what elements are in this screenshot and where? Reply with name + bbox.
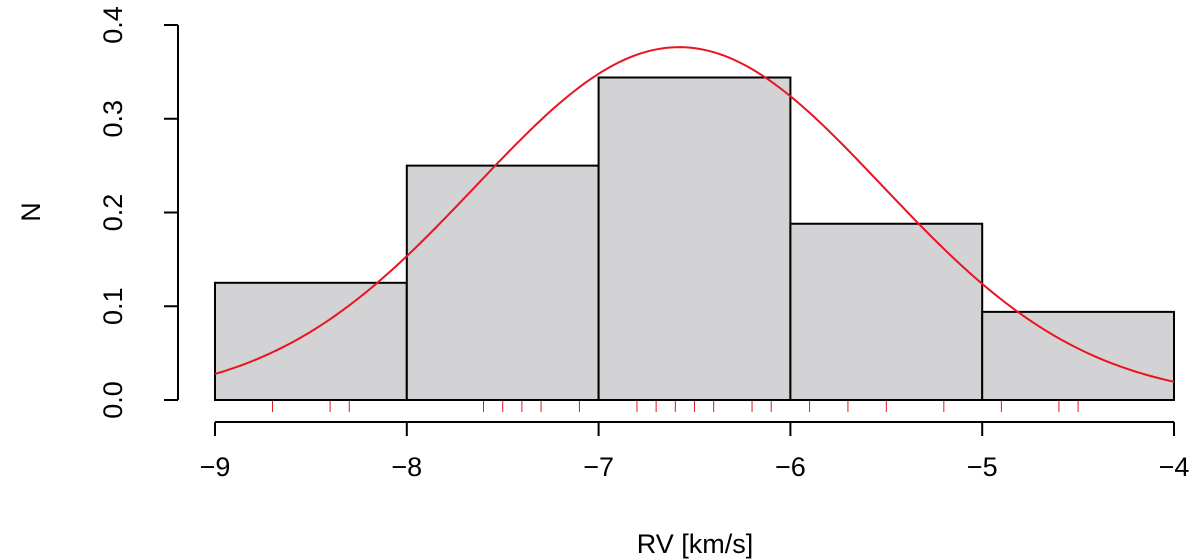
x-tick-label-3: −7	[583, 452, 614, 482]
y-tick-label-1: 0.0	[98, 381, 128, 419]
x-tick-label-4: −6	[775, 452, 806, 482]
normal-fit-curve	[214, 46, 1175, 383]
x-tick-label-6: −4	[1159, 452, 1190, 482]
x-tick-label-5: −5	[967, 452, 998, 482]
histogram-bar-4	[789, 222, 984, 401]
y-axis: 0.0 0.1 0.2 0.3 0.4	[98, 6, 179, 419]
y-tick-label-5: 0.4	[98, 6, 128, 44]
rug-marks	[272, 401, 1079, 412]
x-tick-label-1: −9	[200, 452, 231, 482]
y-tick-label-3: 0.2	[98, 194, 128, 232]
y-axis-title: N	[16, 202, 46, 222]
histogram-bars	[214, 76, 1176, 401]
x-axis-title: RV [km/s]	[637, 529, 754, 559]
histogram-bar-3	[597, 76, 792, 401]
histogram-bar-2	[405, 164, 600, 401]
histogram-bar-1	[214, 281, 408, 401]
x-tick-label-2: −8	[391, 452, 422, 482]
y-tick-label-4: 0.3	[98, 100, 128, 138]
y-tick-label-2: 0.1	[98, 287, 128, 325]
histogram-bar-5	[981, 310, 1176, 401]
x-axis: −9 −8 −7 −6 −5 −4	[200, 421, 1190, 482]
